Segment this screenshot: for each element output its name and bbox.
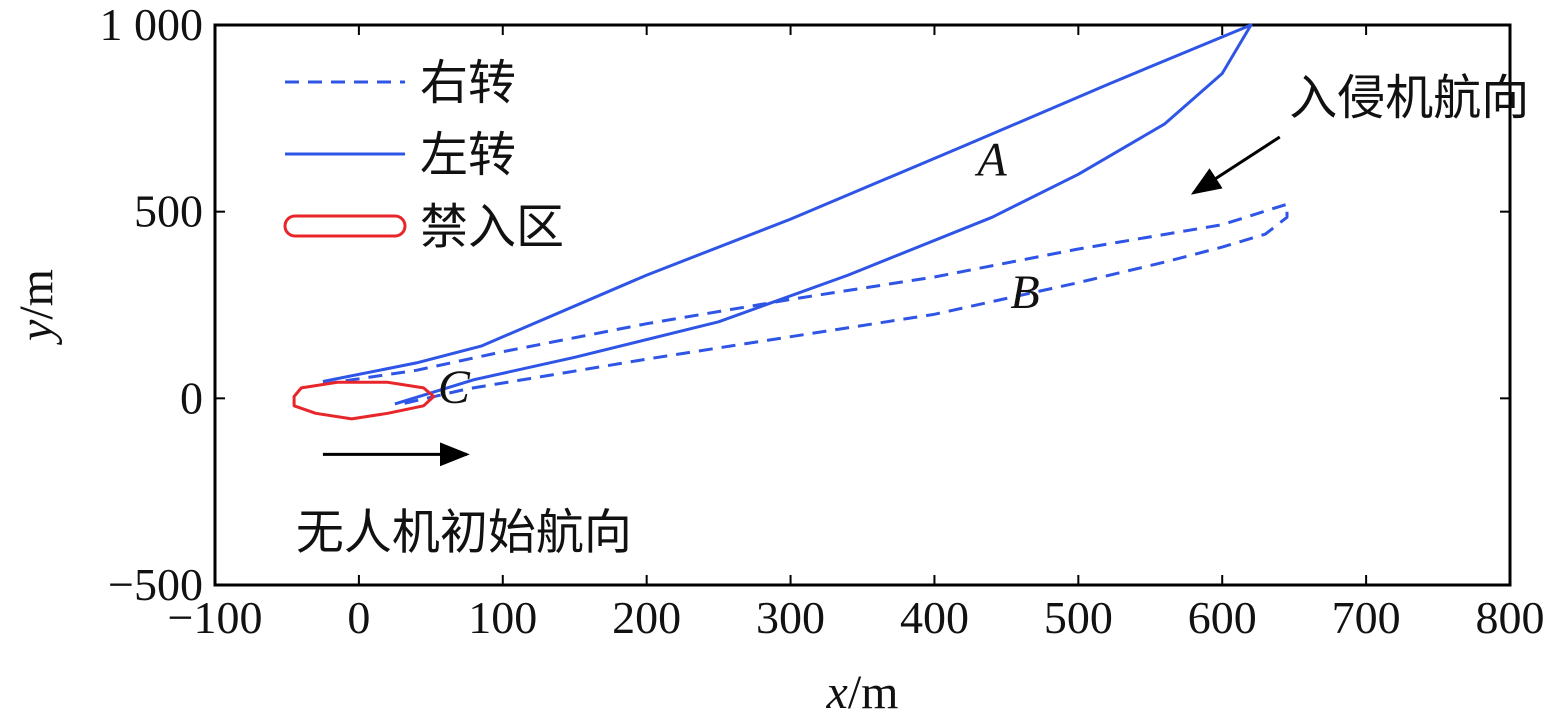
x-tick-label: −100 (168, 592, 263, 643)
series-layer (292, 23, 1289, 421)
y-tick-label: 1 000 (100, 0, 204, 50)
y-tick-label: 500 (134, 186, 203, 237)
y-tick-label: 0 (180, 372, 203, 423)
x-axis-label: x/m (826, 666, 899, 713)
y-tick-label: −500 (108, 559, 203, 610)
x-tick-label: 400 (900, 592, 969, 643)
x-tick-label: 800 (1476, 592, 1545, 643)
x-tick-label: 600 (1188, 592, 1257, 643)
annotation: C (438, 361, 471, 414)
series-line (322, 202, 1289, 406)
series-line (322, 23, 1253, 406)
x-tick-label: 0 (347, 592, 370, 643)
plot-frame (213, 23, 1512, 587)
annotation: A (974, 133, 1007, 186)
tick-labels: −100 0 100 200 300 400 500 600 700 800 −500 0 500 1 0… (100, 0, 1545, 643)
legend-label: 左转 (420, 127, 516, 183)
x-tick-label: 200 (612, 592, 681, 643)
legend-swatch (283, 214, 407, 238)
x-tick-label: 300 (756, 592, 825, 643)
arrow (1190, 135, 1281, 195)
legend-label: 右转 (420, 55, 516, 111)
x-tick-label: 500 (1044, 592, 1113, 643)
y-axis-label: y/m (10, 269, 63, 346)
x-tick-label: 700 (1332, 592, 1401, 643)
legend-label: 禁入区 (420, 199, 564, 255)
axis-labels: x/m y/m (10, 269, 898, 713)
x-tick-label: 100 (468, 592, 537, 643)
annotation: B (1010, 266, 1039, 319)
ticks (214, 24, 1511, 586)
annotation: 无人机初始航向 (296, 505, 632, 561)
series-line (292, 380, 436, 421)
annotation: 入侵机航向 (1289, 70, 1529, 126)
